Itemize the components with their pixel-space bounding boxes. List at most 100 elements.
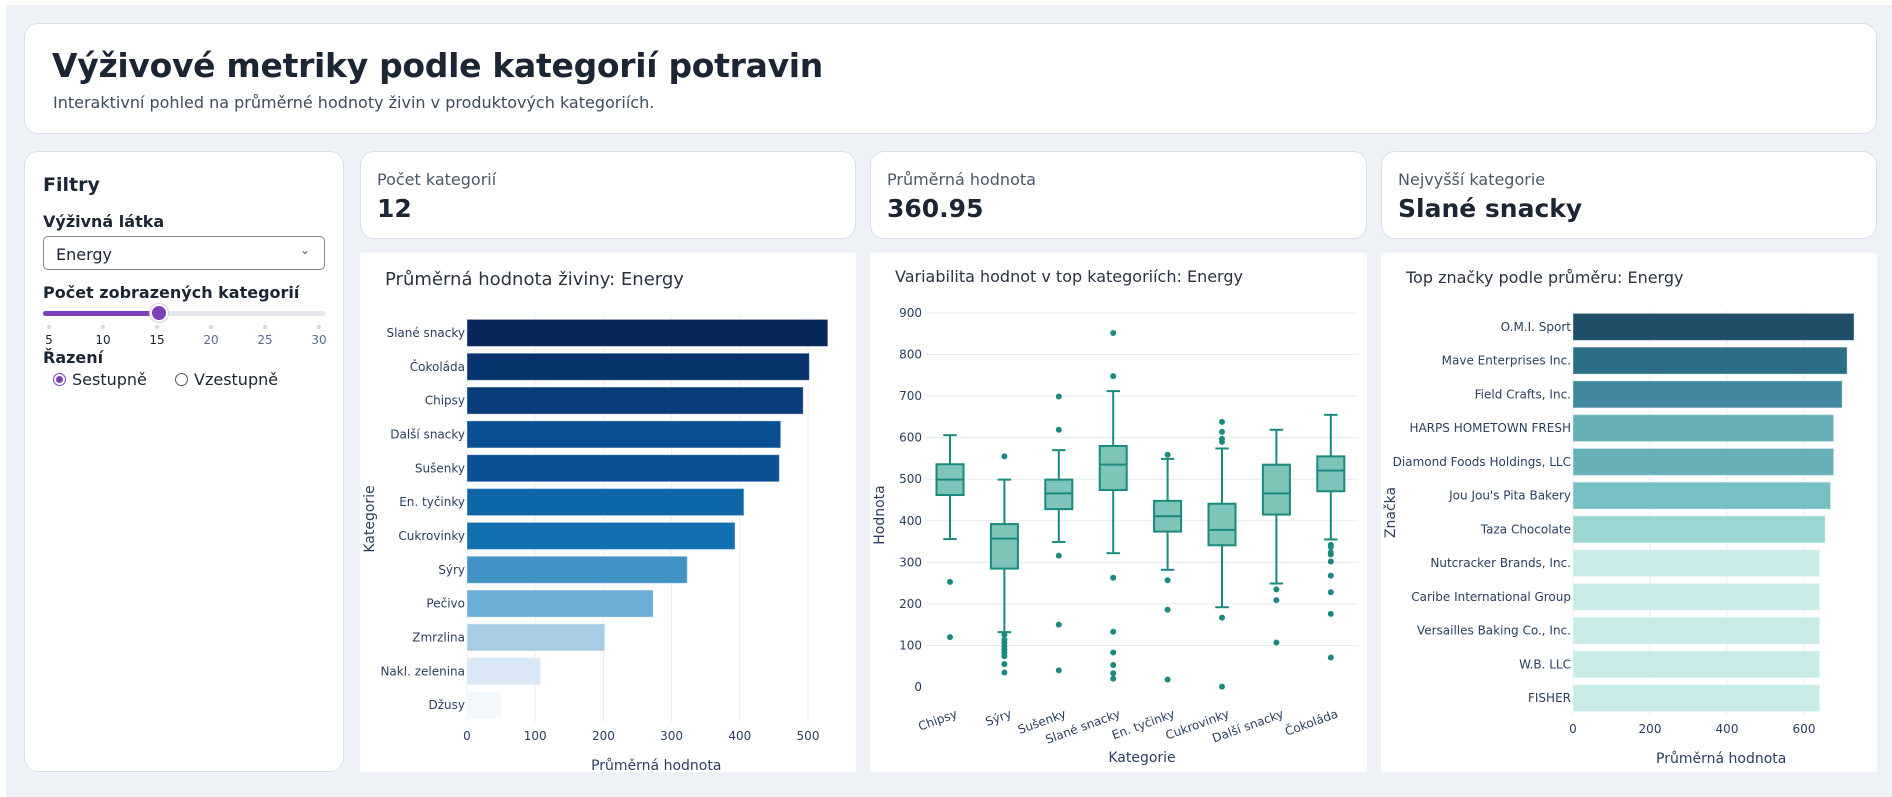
outlier-point xyxy=(1219,438,1225,445)
outlier-point xyxy=(947,634,953,641)
box-group xyxy=(1153,451,1183,683)
outlier-point xyxy=(1110,574,1117,581)
outlier-point xyxy=(1164,676,1171,683)
sort-ascending-radio[interactable]: Vzestupně xyxy=(175,370,278,389)
top-brands-bar-chart: Top značky podle průměru: Energy 0 200 400 6… xyxy=(1383,268,1855,767)
y-tick-label: Diamond Foods Holdings, LLC xyxy=(1393,455,1571,469)
x-tick-label: 200 xyxy=(1639,722,1662,736)
slider-handle[interactable] xyxy=(149,304,168,322)
outlier-point xyxy=(1164,606,1171,613)
slider-tick xyxy=(263,325,267,329)
outlier-point xyxy=(1219,683,1225,690)
bar xyxy=(1572,346,1848,375)
y-tick-label: Další snacky xyxy=(390,427,465,441)
y-tick-label: FISHER xyxy=(1528,691,1571,705)
box-group xyxy=(1044,393,1074,674)
slider-tick-label: 5 xyxy=(45,333,53,347)
variability-boxplot-panel: Variabilita hodnot v top kategoriích: En… xyxy=(870,253,1367,772)
outlier-point xyxy=(1055,552,1062,559)
outlier-point xyxy=(1273,639,1280,646)
y-tick-label: Nakl. zelenina xyxy=(380,664,465,678)
bar xyxy=(1572,515,1826,544)
slider-track[interactable] xyxy=(43,311,325,316)
header-card: Výživové metriky podle kategorií potravi… xyxy=(24,23,1877,134)
outlier-point xyxy=(1273,597,1280,604)
sort-ascending-label: Vzestupně xyxy=(194,370,279,389)
bar xyxy=(1572,380,1843,409)
box xyxy=(1316,455,1346,493)
x-tick-label: Chipsy xyxy=(916,707,959,734)
sort-label: Řazení xyxy=(43,348,104,367)
chart-title: Top značky podle průměru: Energy xyxy=(1405,268,1683,287)
x-tick-label: Čokoláda xyxy=(1283,706,1340,739)
y-tick-label: Field Crafts, Inc. xyxy=(1475,387,1571,401)
box xyxy=(1044,478,1074,511)
category-count-slider[interactable]: 5 10 15 20 25 30 xyxy=(43,304,327,347)
bar xyxy=(1572,414,1835,443)
outlier-point xyxy=(947,578,953,585)
y-tick-label: Sušenky xyxy=(415,461,465,475)
y-tick-label: W.B. LLC xyxy=(1519,657,1571,671)
y-tick-label: Mave Enterprises Inc. xyxy=(1442,354,1571,368)
filters-sidebar: Filtry Výživná látka Energy ⌄ Počet zobr… xyxy=(24,151,344,772)
box xyxy=(1098,444,1128,492)
y-tick-label: Cukrovinky xyxy=(398,529,465,543)
chevron-down-icon: ⌄ xyxy=(299,243,310,257)
kpi-value: 12 xyxy=(377,194,412,223)
outlier-point xyxy=(1327,589,1334,596)
nutrient-dropdown[interactable]: Energy ⌄ xyxy=(43,236,325,270)
slider-tick xyxy=(317,325,321,329)
sort-descending-label: Sestupně xyxy=(72,370,147,389)
bar xyxy=(1572,616,1821,645)
x-tick-label: 500 xyxy=(797,729,820,743)
outlier-point xyxy=(1327,551,1334,558)
x-tick-label: 400 xyxy=(1716,722,1739,736)
outlier-point xyxy=(1327,558,1334,565)
outlier-point xyxy=(1110,670,1117,677)
y-tick-label: 400 xyxy=(899,514,922,528)
y-axis-title: Značka xyxy=(1383,487,1399,538)
outlier-point xyxy=(1327,654,1334,661)
bar xyxy=(466,691,502,720)
box-group xyxy=(989,453,1019,676)
bar xyxy=(1572,447,1835,476)
outlier-point xyxy=(1219,418,1225,425)
outlier-point xyxy=(1110,649,1117,656)
box xyxy=(1207,502,1237,547)
box-group xyxy=(935,434,965,641)
bar xyxy=(466,521,736,550)
slider-fill xyxy=(43,311,156,316)
radio-unchecked-icon[interactable] xyxy=(175,373,188,386)
radio-checked-icon[interactable] xyxy=(53,373,66,386)
outlier-point xyxy=(1164,577,1171,584)
kpi-label: Počet kategorií xyxy=(377,170,497,189)
outlier-point xyxy=(1327,572,1334,579)
box xyxy=(1261,463,1291,516)
kpi-label: Nejvyšší kategorie xyxy=(1398,170,1546,189)
y-tick-label: HARPS HOMETOWN FRESH xyxy=(1409,421,1571,435)
outlier-point xyxy=(1001,631,1008,638)
box-group xyxy=(1261,428,1291,646)
outlier-point xyxy=(1219,614,1225,621)
chart-title: Průměrná hodnota živiny: Energy xyxy=(385,269,684,290)
y-tick-label: Džusy xyxy=(429,698,466,712)
y-tick-label: 900 xyxy=(899,306,922,320)
outlier-point xyxy=(1110,661,1117,668)
box xyxy=(989,523,1019,570)
bar xyxy=(466,657,542,686)
filters-title: Filtry xyxy=(43,174,100,196)
outlier-point xyxy=(1055,667,1062,674)
y-tick-label: 200 xyxy=(899,597,922,611)
bar xyxy=(466,420,782,449)
y-tick-label: Taza Chocolate xyxy=(1480,522,1571,536)
y-tick-label: 0 xyxy=(914,680,922,694)
sort-descending-radio[interactable]: Sestupně xyxy=(53,370,147,389)
x-tick-label: 0 xyxy=(1569,722,1577,736)
kpi-value: Slané snacky xyxy=(1398,194,1583,223)
bar xyxy=(466,386,804,415)
bar xyxy=(1572,650,1821,679)
outlier-point xyxy=(1164,451,1171,458)
bar xyxy=(1572,481,1832,510)
bar xyxy=(466,555,688,584)
y-tick-label: Zmrzlina xyxy=(412,630,465,644)
